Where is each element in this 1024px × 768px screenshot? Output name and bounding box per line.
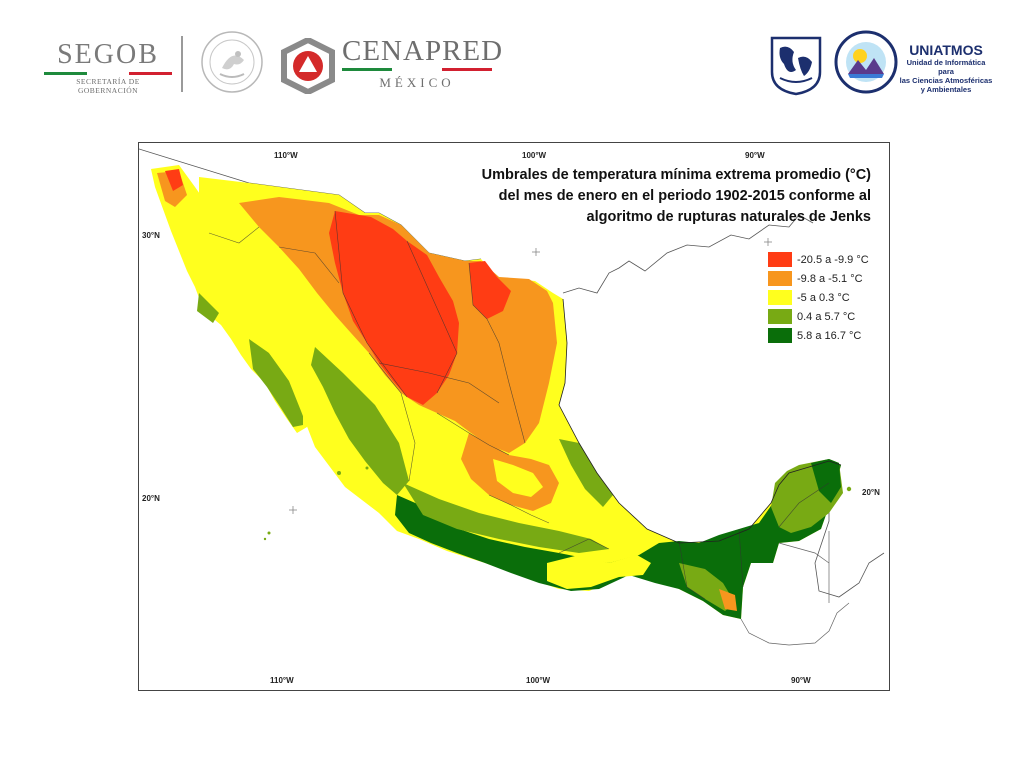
legend-label: 5.8 a 16.7 °C	[797, 329, 862, 342]
gulf-coastline	[558, 298, 842, 544]
tick-bottom-100w: 100°W	[526, 676, 551, 685]
tick-top-110w: 110°W	[274, 151, 298, 160]
segob-wordmark: SEGOB	[57, 39, 159, 70]
cenapred-logo: CENAPRED MÉXICO	[342, 35, 504, 91]
tick-left-30n: 30°N	[142, 231, 160, 240]
graticule-crosses	[289, 238, 772, 514]
segob-subtitle-1: SECRETARÍA DE	[76, 77, 140, 86]
map-title-line-2: del mes de enero en el periodo 1902-2015…	[498, 188, 871, 204]
mexico-map-graphic	[139, 148, 885, 646]
map-title-line-3: algoritmo de rupturas naturales de Jenks	[586, 209, 871, 225]
legend-swatch	[768, 271, 792, 286]
unam-seal-icon	[770, 36, 822, 96]
segob-subtitle-2: GOBERNACIÓN	[77, 86, 139, 95]
uniatmos-line-2: las Ciencias Atmosféricas	[899, 76, 993, 85]
cenapred-wordmark: CENAPRED	[342, 35, 504, 67]
cca-seal-icon	[834, 30, 898, 94]
map-title: Umbrales de temperatura mínima extrema p…	[397, 165, 871, 228]
legend-swatch	[768, 252, 792, 267]
legend-label: 0.4 a 5.7 °C	[797, 310, 856, 323]
uniatmos-logo: UNIATMOS Unidad de Informática para las …	[898, 42, 994, 94]
cenapred-subtitle: MÉXICO	[379, 75, 455, 90]
tick-left-20n: 20°N	[142, 494, 160, 503]
map-legend: -20.5 a -9.9 °C -9.8 a -5.1 °C -5 a 0.3 …	[768, 250, 869, 345]
central-america-borders	[740, 531, 850, 646]
legend-label: -20.5 a -9.9 °C	[797, 253, 869, 266]
cenapred-emblem-icon	[281, 38, 335, 94]
legend-label: -9.8 a -5.1 °C	[797, 272, 863, 285]
map-title-line-1: Umbrales de temperatura mínima extrema p…	[481, 167, 871, 183]
header-divider	[181, 36, 183, 92]
legend-item: -20.5 a -9.9 °C	[768, 250, 869, 269]
cenapred-color-bar	[342, 68, 492, 71]
tick-right-20n: 20°N	[862, 488, 880, 497]
tick-bottom-110w: 110°W	[270, 676, 294, 685]
mainland-mexico	[199, 177, 843, 619]
tick-top-90w: 90°W	[745, 151, 765, 160]
legend-swatch	[768, 290, 792, 305]
temperature-map: 110°W 100°W 90°W 110°W 100°W 90°W 30°N 2…	[138, 142, 890, 691]
mexico-coat-of-arms-icon	[201, 31, 263, 93]
uniatmos-line-1: Unidad de Informática para	[906, 58, 986, 76]
tick-top-100w: 100°W	[522, 151, 547, 160]
legend-label: -5 a 0.3 °C	[797, 291, 850, 304]
segob-color-bar	[44, 72, 173, 75]
baja-california	[151, 165, 309, 433]
uniatmos-line-3: y Ambientales	[920, 85, 972, 94]
state-boundaries	[208, 210, 830, 600]
legend-swatch	[768, 309, 792, 324]
legend-item: -5 a 0.3 °C	[768, 288, 869, 307]
legend-item: -9.8 a -5.1 °C	[768, 269, 869, 288]
islands	[263, 466, 852, 541]
legend-swatch	[768, 328, 792, 343]
segob-logo: SEGOB SECRETARÍA DE GOBERNACIÓN	[44, 39, 173, 95]
legend-item: 0.4 a 5.7 °C	[768, 307, 869, 326]
legend-item: 5.8 a 16.7 °C	[768, 326, 869, 345]
tick-bottom-90w: 90°W	[791, 676, 811, 685]
uniatmos-wordmark: UNIATMOS	[909, 42, 983, 58]
